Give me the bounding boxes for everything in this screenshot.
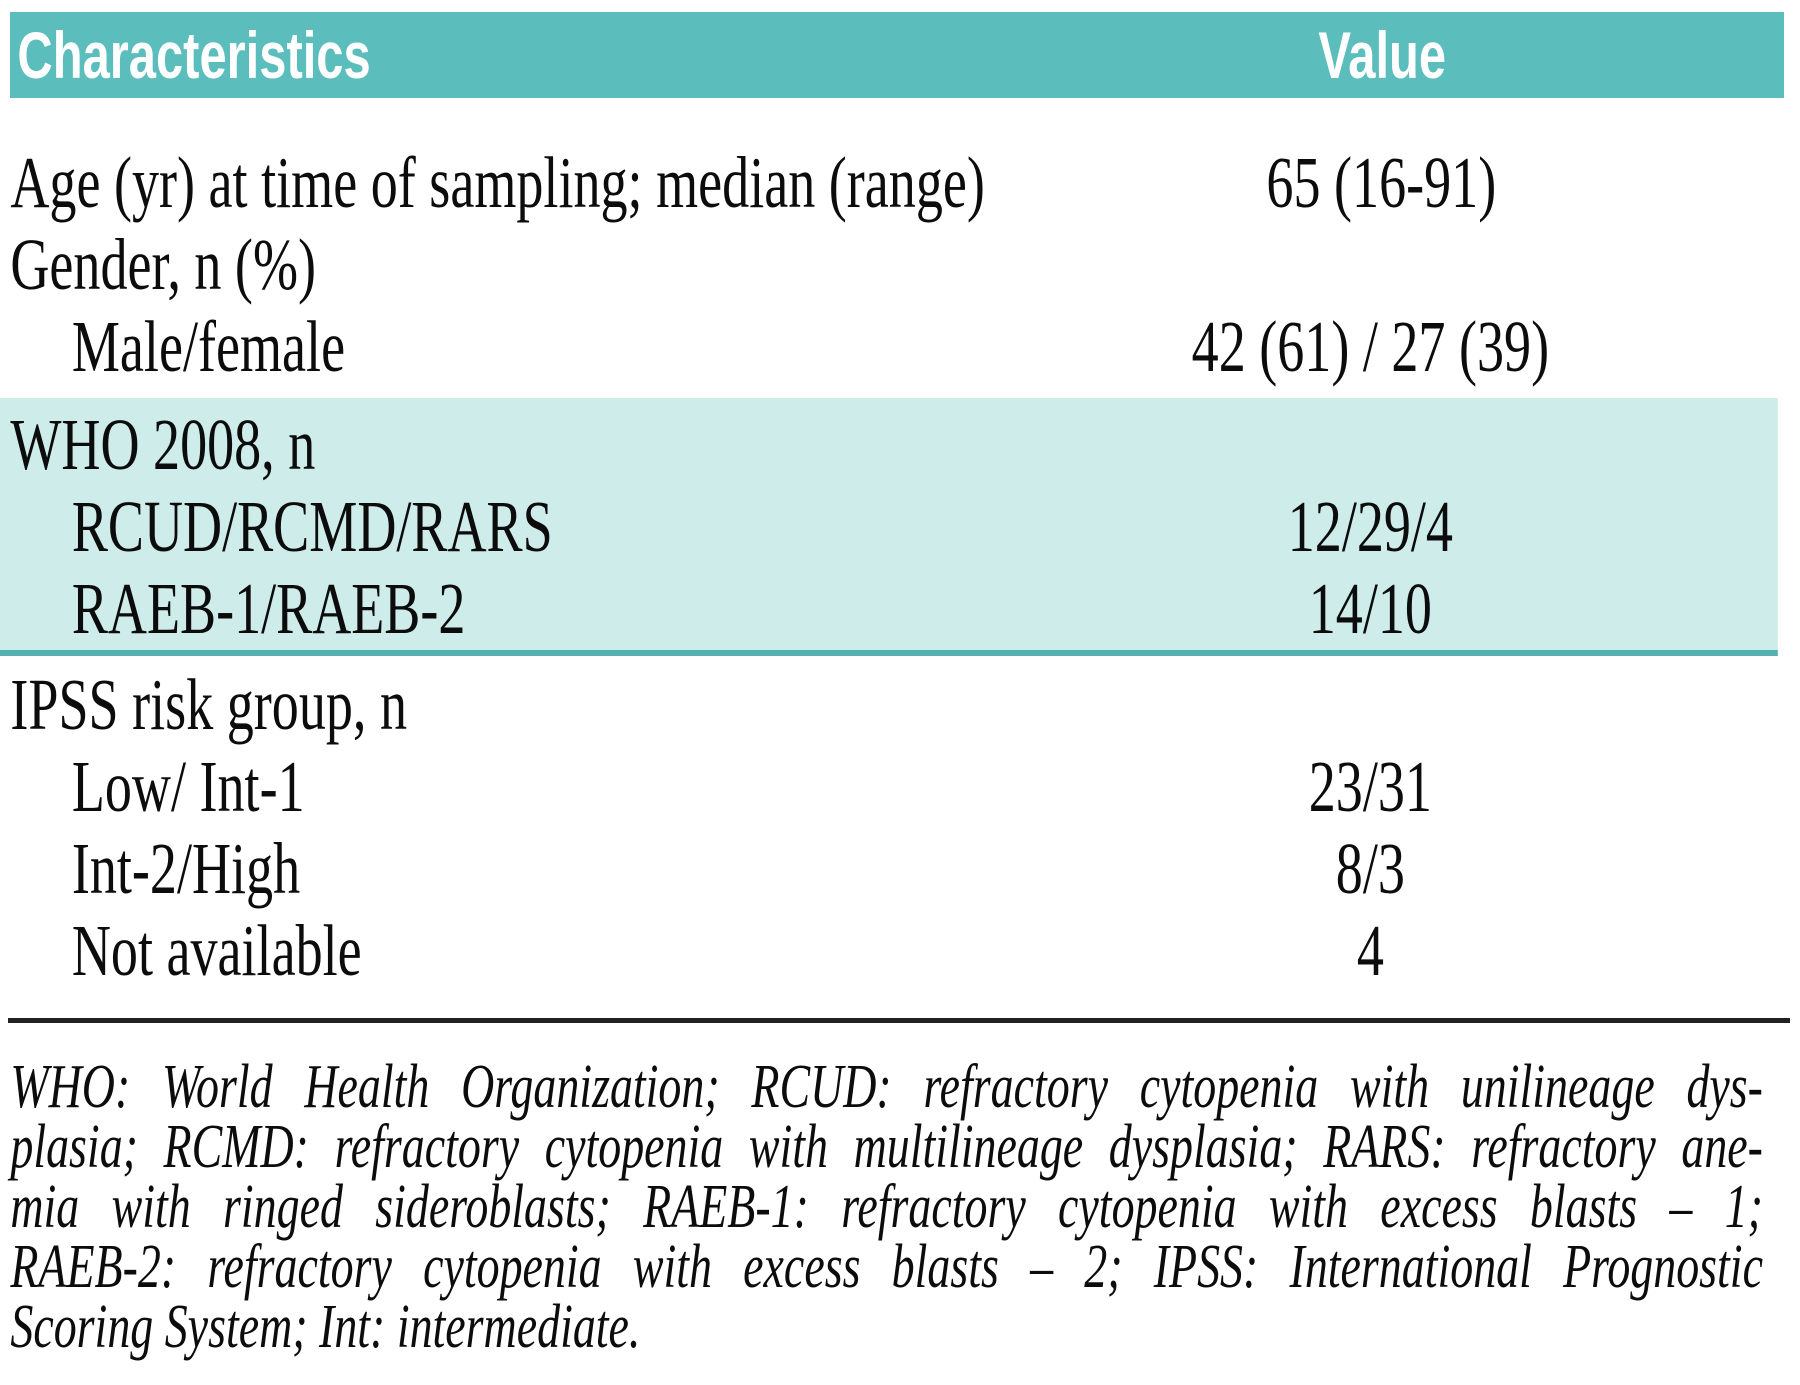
table-body: Age (yr) at time of sampling; median (ra…	[0, 142, 1778, 992]
footnote-line: plasia; RCMD: refractory cytopenia with …	[10, 1113, 1763, 1181]
row-label: Age (yr) at time of sampling; median (ra…	[10, 142, 985, 223]
row-label: Int-2/High	[71, 828, 301, 909]
table-row-rcud-rcmd-rars: RCUD/RCMD/RARS 12/29/4	[0, 486, 1778, 568]
column-header-characteristics: Characteristics	[17, 18, 371, 92]
row-value: 42 (61) / 27 (39)	[1191, 306, 1550, 387]
table-row-gender: Gender, n (%)	[0, 224, 1778, 306]
row-value: 12/29/4	[1287, 486, 1453, 567]
column-header-value: Value	[1318, 18, 1447, 92]
row-label: Male/female	[71, 306, 346, 387]
row-value	[963, 664, 1778, 746]
row-value	[963, 224, 1778, 306]
row-label: WHO 2008, n	[10, 404, 316, 485]
table-row-not-available: Not available 4	[0, 910, 1778, 992]
footnote-line: WHO: World Health Organization; RCUD: re…	[10, 1053, 1763, 1121]
row-value: 4	[1356, 910, 1384, 991]
row-label: IPSS risk group, n	[10, 664, 407, 745]
table-row-ipss: IPSS risk group, n	[0, 664, 1778, 746]
footnote: WHO: World Health Organization; RCUD: re…	[0, 1053, 1778, 1361]
row-value: 23/31	[1308, 746, 1432, 827]
row-value: 65 (16-91)	[1266, 142, 1497, 223]
footnote-line: RAEB-2: refractory cytopenia with excess…	[10, 1233, 1763, 1301]
ipss-section: IPSS risk group, n Low/ Int-1 23/31 Int-…	[0, 664, 1778, 992]
table-row-low-int1: Low/ Int-1 23/31	[0, 746, 1778, 828]
table-row-who-2008: WHO 2008, n	[0, 404, 1778, 486]
footnote-line: mia with ringed sideroblasts; RAEB-1: re…	[10, 1173, 1763, 1241]
who-2008-highlight-block: WHO 2008, n RCUD/RCMD/RARS 12/29/4 RAEB-…	[0, 398, 1778, 656]
footnote-line: Scoring System; Int: intermediate.	[10, 1293, 641, 1361]
table-row-raeb: RAEB-1/RAEB-2 14/10	[0, 568, 1778, 650]
row-value: 8/3	[1335, 828, 1405, 909]
table-header-row: Characteristics Value	[10, 12, 1784, 98]
row-label: Gender, n (%)	[10, 224, 316, 305]
table-row-age: Age (yr) at time of sampling; median (ra…	[0, 142, 1778, 224]
row-label: RCUD/RCMD/RARS	[71, 486, 553, 567]
table-row-int2-high: Int-2/High 8/3	[0, 828, 1778, 910]
row-value	[963, 404, 1778, 486]
row-label: RAEB-1/RAEB-2	[71, 568, 466, 649]
row-label: Not available	[71, 910, 362, 991]
table-row-male-female: Male/female 42 (61) / 27 (39)	[0, 306, 1778, 388]
row-label: Low/ Int-1	[71, 746, 305, 827]
row-value: 14/10	[1308, 568, 1432, 649]
divider-rule	[8, 1018, 1790, 1023]
